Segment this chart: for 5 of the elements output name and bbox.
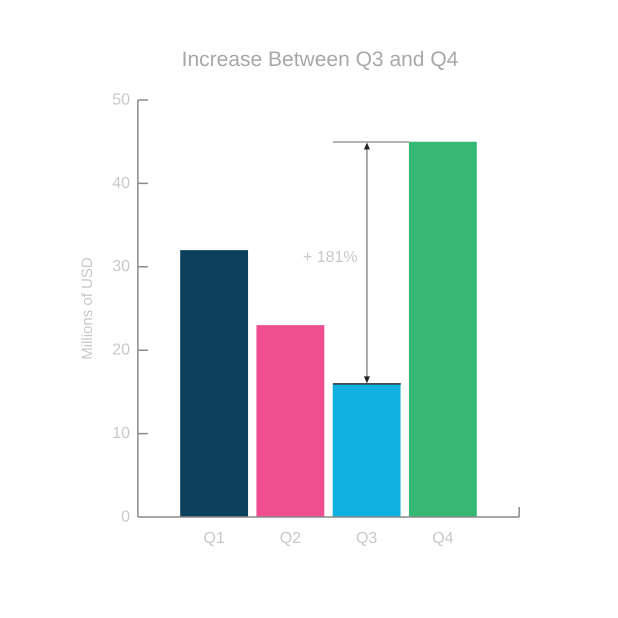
bar bbox=[256, 325, 324, 517]
bar bbox=[408, 142, 477, 517]
bar bbox=[180, 250, 248, 517]
bar bbox=[332, 384, 401, 517]
chart-title: Increase Between Q3 and Q4 bbox=[180, 47, 460, 73]
